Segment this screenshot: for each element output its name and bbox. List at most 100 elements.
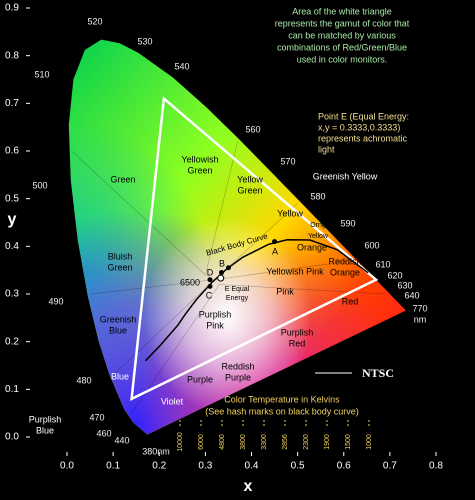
triangle-note: can be matched by various [288,30,396,40]
ntsc-label: NTSC [362,366,394,380]
region-label: Blue [109,325,127,335]
y-tick-label: 0.4 [5,241,19,252]
y-axis-label: y [8,211,17,228]
region-label: Yellow [237,174,263,184]
region-label: Purple [225,372,251,382]
region-label: Blue [111,371,129,381]
x-tick-label: 0.3 [198,461,212,472]
point-dot [272,239,278,245]
point-label: D [207,267,214,277]
labels: 0.0 0.1 0.2 0.3 0.4 0.5 0.6 0.7 0.8 0.0 0.1 0.2 0.3 0… [5,3,443,496]
point-label: Energy [226,295,249,302]
region-label: Yellow [277,208,303,218]
point-label: E Equal [225,286,250,293]
point-dot [219,270,225,276]
kelvin-label: 3300 [261,434,268,450]
kelvin-label: 1000 [366,434,373,450]
spectral-locus [68,39,406,435]
point-label: C [206,290,213,300]
y-tick-label: 0.0 [5,432,19,443]
y-tick-label: 0.6 [5,146,19,157]
kelvin-label: 4800 [219,434,226,450]
wavelength-label: 470 [89,412,104,422]
point-label: 6500 [180,277,200,287]
point-dot [225,265,231,271]
point-dot [207,277,213,283]
region-label: Violet [161,396,184,406]
region-label: Purplish [281,327,314,337]
point-dot [207,283,213,289]
y-tick-label: 0.3 [5,289,19,300]
region-label: Green [107,262,132,272]
region-label: Greenish Yellow [313,171,378,181]
wavelength-label: 440 [114,435,129,445]
point-e-note: x,y = 0.3333,0.3333) [318,122,400,132]
triangle-note: Area of the white triangle [292,6,392,16]
region-label: Orange [297,242,327,252]
wavelength-label: 500 [32,180,47,190]
temperature-note: (See hash marks on black body curve) [205,406,359,416]
wavelength-label: 570 [280,156,295,166]
region-label: Pink [206,320,224,330]
region-label: Purple [187,374,213,384]
region-label: Green [110,174,135,184]
region-label: Pink [276,286,294,296]
wavelength-label: 590 [340,218,355,228]
x-tick-label: 0.4 [245,461,259,472]
y-tick-label: 0.9 [5,3,19,14]
region-label: Green [187,165,212,175]
hue-line [71,141,239,276]
region-label: Greenish [100,314,137,324]
hue-line [131,284,386,414]
region-label: Orng [310,222,326,229]
point-e [217,274,225,282]
kelvin-label: 1500 [345,434,352,450]
wavelength-label: 520 [87,16,102,26]
wavelength-label: 770 [412,303,427,313]
x-tick-label: 0.7 [383,461,397,472]
region-label: Blue [36,425,54,435]
temperature-note: Color Temperature in Kelvins [224,394,340,404]
region-label: Yellowish [181,154,218,164]
region-label: Red [289,338,306,348]
y-tick-label: 0.5 [5,193,19,204]
wavelength-label: 540 [174,61,189,71]
region-label: Yellowish Pink [266,266,324,276]
x-axis-label: x [244,478,253,495]
kelvin-label: 6000 [198,434,205,450]
point-e-note: represents achromatic [318,133,408,143]
wavelength-label: 580 [310,191,325,201]
x-tick-label: 0.2 [152,461,166,472]
black-body-curve [144,239,369,362]
wavelength-label: 600 [364,240,379,250]
wavelength-label: 610 [375,259,390,269]
y-tick-label: 0.8 [5,50,19,61]
point-label: B [219,258,225,268]
x-tick-label: 0.8 [429,461,443,472]
region-label: Bluish [108,251,133,261]
region-label: Reddish [221,361,254,371]
y-tick-label: 0.7 [5,98,19,109]
y-tick-label: 0.2 [5,336,19,347]
kelvin-label: 3800 [240,434,247,450]
triangle-note: combinations of Red/Green/Blue [277,42,407,52]
wavelength-label: 640 [404,290,419,300]
region-label: Reddish [328,256,361,266]
point-label: A [272,246,278,256]
x-tick-label: 0.0 [60,461,74,472]
point-e-note: light [318,144,335,154]
triangle-note: used in color monitors. [297,54,388,64]
x-tick-label: 0.1 [106,461,120,472]
region-label: Purplish [199,309,232,319]
wavelength-label: 480 [76,375,91,385]
region-label: Red [342,296,359,306]
kelvin-label: 1900 [324,434,331,450]
locus-shade [68,39,406,435]
x-tick-label: 0.6 [337,461,351,472]
region-label: Green [237,185,262,195]
x-tick-label: 0.5 [291,461,305,472]
region-label: Purplish [29,414,62,424]
y-tick-label: 0.1 [5,384,19,395]
wavelength-label: 560 [245,124,260,134]
